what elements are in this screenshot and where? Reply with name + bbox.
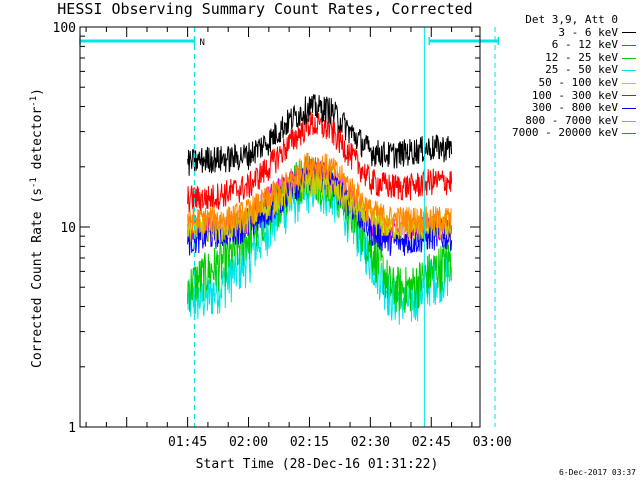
legend-item: 6 - 12 keV	[484, 39, 636, 52]
series-line	[187, 94, 453, 176]
chart-title: HESSI Observing Summary Count Rates, Cor…	[57, 0, 473, 18]
y-tick-label: 10	[60, 221, 76, 236]
footer-timestamp: 6-Dec-2017 03:37	[558, 468, 636, 477]
legend-label: 100 - 300 keV	[531, 88, 618, 102]
legend-label: 50 - 100 keV	[538, 75, 618, 89]
legend: Det 3,9, Att 0 3 - 6 keV 6 - 12 keV 12 - 2…	[484, 13, 636, 140]
legend-label: 7000 - 20000 keV	[512, 126, 618, 140]
legend-label: 6 - 12 keV	[551, 38, 618, 52]
legend-item: 300 - 800 keV	[484, 102, 636, 115]
legend-item: 100 - 300 keV	[484, 88, 636, 103]
legend-item: 50 - 100 keV	[484, 75, 636, 90]
x-tick-label: 01:45	[168, 435, 207, 450]
legend-swatch	[622, 120, 636, 122]
legend-label: 12 - 25 keV	[545, 50, 618, 64]
legend-swatch	[622, 133, 636, 135]
legend-swatch	[622, 70, 636, 72]
legend-swatch	[622, 82, 636, 84]
legend-item: 3 - 6 keV	[484, 25, 636, 40]
legend-swatch	[622, 107, 636, 109]
x-tick-label: 02:00	[229, 435, 268, 450]
series-line	[187, 152, 453, 234]
legend-label: 25 - 50 keV	[545, 63, 618, 77]
legend-item: 12 - 25 keV	[484, 50, 636, 65]
x-tick-label: 03:00	[473, 435, 512, 450]
legend-item: 7000 - 20000 keV	[484, 127, 636, 140]
legend-item: 25 - 50 keV	[484, 64, 636, 77]
y-tick-label: 100	[53, 21, 76, 36]
x-axis-label: Start Time (28-Dec-16 01:31:22)	[196, 457, 439, 472]
x-tick-label: 02:15	[290, 435, 329, 450]
legend-label: 800 - 7000 keV	[525, 113, 618, 127]
legend-swatch	[622, 44, 636, 46]
x-tick-label: 02:45	[412, 435, 451, 450]
legend-label: 300 - 800 keV	[531, 101, 618, 115]
night-label: N	[200, 38, 205, 48]
series-line	[187, 111, 453, 212]
y-axis-label: Corrected Count Rate (s-1 detector-1)	[29, 88, 45, 368]
series-layer	[187, 94, 453, 325]
legend-item: 800 - 7000 keV	[484, 113, 636, 128]
legend-label: 3 - 6 keV	[558, 25, 618, 39]
legend-swatch	[622, 32, 636, 34]
series-line	[187, 156, 453, 313]
legend-title: Det 3,9, Att 0	[525, 13, 618, 26]
axis-layer: 1 10 100 01:45 02:00 02:15 02:30 02:45 03:00	[53, 21, 512, 450]
legend-swatch	[622, 57, 636, 59]
y-tick-label: 1	[68, 421, 76, 436]
legend-swatch	[622, 95, 636, 97]
x-tick-label: 02:30	[351, 435, 390, 450]
